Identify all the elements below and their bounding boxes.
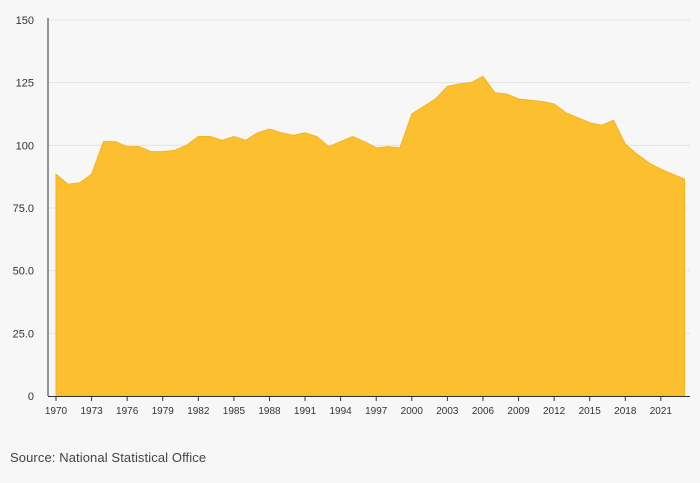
x-tick-label: 1994 bbox=[330, 406, 353, 417]
x-tick-label: 1976 bbox=[116, 406, 139, 417]
area-series bbox=[55, 75, 686, 397]
y-tick-label: 125 bbox=[16, 78, 34, 90]
y-tick-label: 100 bbox=[16, 140, 34, 152]
x-tick-label: 2006 bbox=[472, 406, 495, 417]
y-tick-label: 75.0 bbox=[13, 203, 34, 215]
chart-area: 0 25.0 50.0 75.0 100 125 150 1970 1973 1976 1979 19… bbox=[13, 15, 690, 417]
axes: 0 25.0 50.0 75.0 100 125 150 1970 1973 1976 1979 19… bbox=[13, 15, 690, 417]
x-tick-label: 1997 bbox=[365, 406, 388, 417]
x-tick-label: 1979 bbox=[152, 406, 175, 417]
y-tick-label: 50.0 bbox=[13, 266, 34, 278]
x-tick-label: 2021 bbox=[650, 406, 673, 417]
x-tick-label: 2015 bbox=[579, 406, 602, 417]
x-tick-label: 2018 bbox=[614, 406, 637, 417]
x-tick-label: 1982 bbox=[187, 406, 210, 417]
x-tick-label: 1985 bbox=[223, 406, 246, 417]
x-tick-label: 1988 bbox=[258, 406, 281, 417]
x-tick-label: 2009 bbox=[507, 406, 530, 417]
y-tick-label: 0 bbox=[28, 391, 34, 403]
x-tick-label: 1991 bbox=[294, 406, 317, 417]
x-tick-label: 2000 bbox=[401, 406, 424, 417]
x-tick-label: 2003 bbox=[436, 406, 459, 417]
x-tick-label: 1970 bbox=[45, 406, 68, 417]
y-tick-label: 25.0 bbox=[13, 328, 34, 340]
area-series-path bbox=[55, 75, 686, 397]
area-chart: 0 25.0 50.0 75.0 100 125 150 1970 1973 1976 1979 19… bbox=[13, 15, 690, 417]
y-tick-label: 150 bbox=[16, 15, 34, 27]
x-tick-label: 2012 bbox=[543, 406, 566, 417]
x-tick-label: 1973 bbox=[80, 406, 103, 417]
source-note: Source: National Statistical Office bbox=[10, 450, 207, 465]
